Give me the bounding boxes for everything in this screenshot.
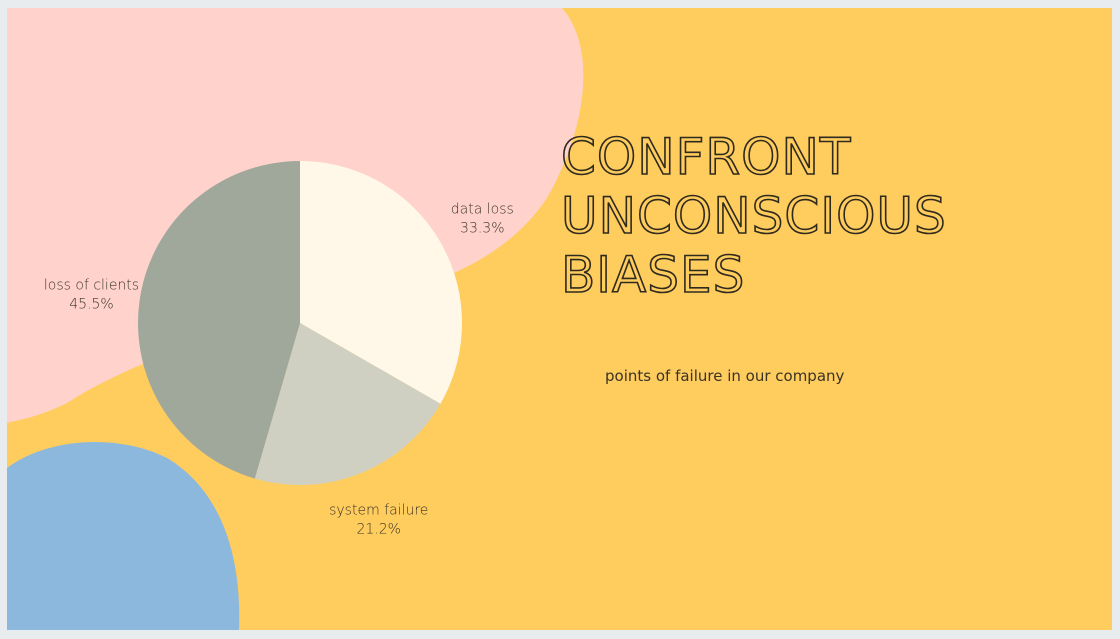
slice-value-label: 45.5% [69,296,113,312]
slice-label: loss of clients [44,277,139,293]
pie-slice [254,323,441,485]
slice-value-label: 21.2% [357,521,401,537]
chart-title: CONFRONT UNCONSCIOUS BIASES [560,127,947,305]
slice-label: system failure [329,502,428,518]
chart: data loss 33.3% system failure 21.2% loss of… [7,8,584,630]
slice-label: data loss [451,202,514,218]
pie-slice [137,161,300,479]
slide: data loss 33.3% system failure 21.2% loss of… [7,8,1112,630]
chart-subtitle: points of failure in our company [605,367,845,385]
pie-slice [300,161,462,404]
slice-value-label: 33.3% [460,221,504,237]
blue-blob [7,441,240,630]
